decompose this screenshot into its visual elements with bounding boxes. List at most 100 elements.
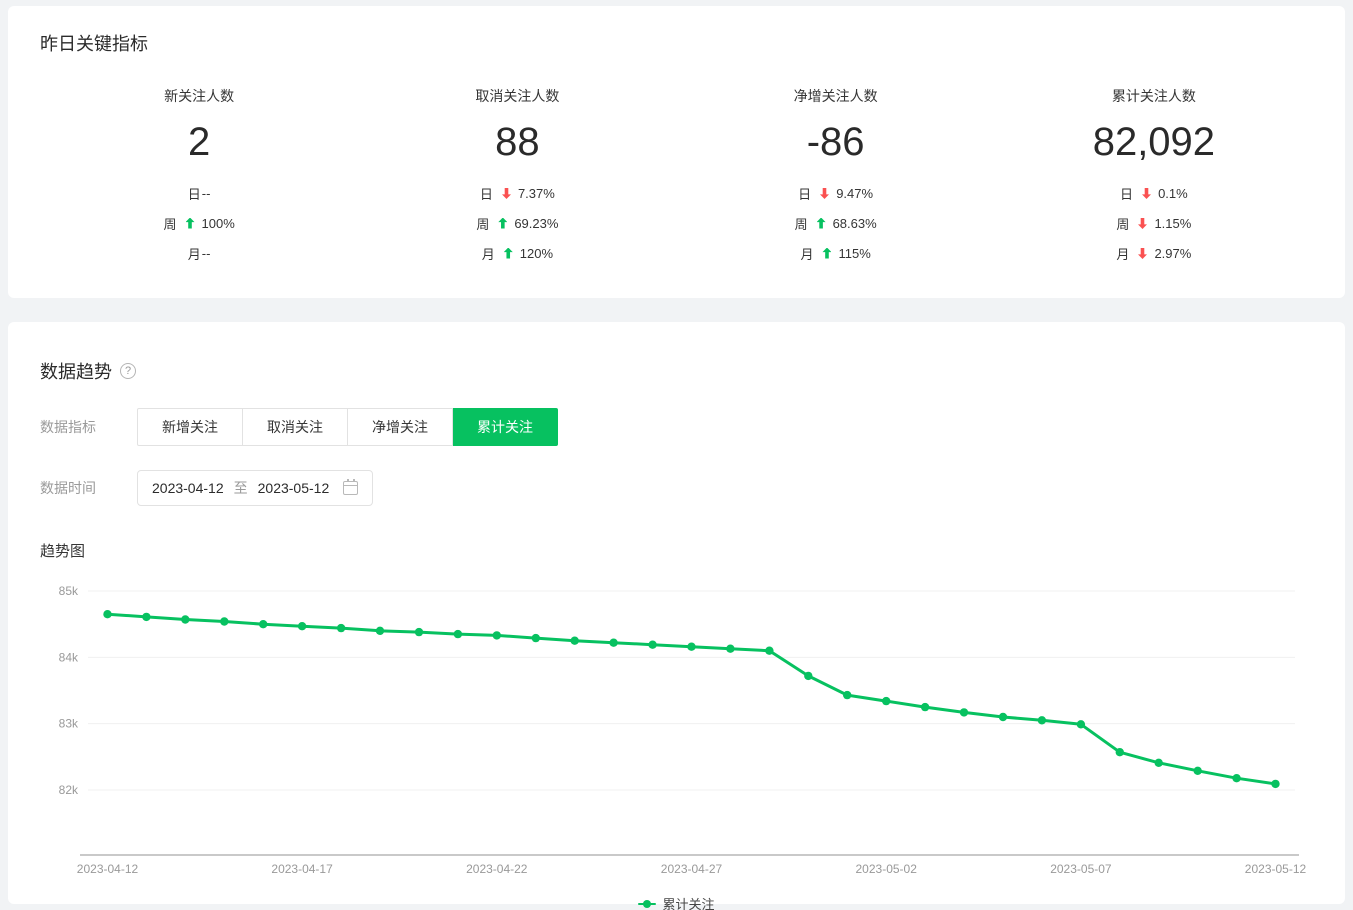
trend-period-label: 日: [798, 186, 812, 202]
data-point[interactable]: [726, 644, 735, 653]
data-point[interactable]: [103, 610, 112, 619]
arrow-up-icon: [503, 247, 513, 259]
data-point[interactable]: [336, 623, 346, 633]
chart-legend: 累计关注: [40, 894, 1313, 910]
trend-period-label: 周: [1116, 216, 1130, 232]
data-point[interactable]: [1115, 748, 1125, 757]
data-point[interactable]: [375, 626, 385, 635]
metric-tab[interactable]: 净增关注: [348, 408, 453, 446]
data-point[interactable]: [1037, 716, 1047, 725]
metric-tab[interactable]: 累计关注: [453, 408, 558, 446]
metric-card: 取消关注人数 88 日 7.37% 周 69.23% 月 120%: [358, 86, 676, 268]
trend-period-label: 月: [800, 246, 814, 262]
data-point[interactable]: [297, 622, 307, 631]
data-point[interactable]: [453, 629, 463, 639]
data-point[interactable]: [1154, 758, 1163, 767]
metric-card-value: -86: [806, 120, 865, 164]
arrow-up-icon: [822, 247, 832, 259]
arrow-up-icon: [498, 217, 508, 229]
metric-trend-row: 周 68.63%: [677, 208, 995, 238]
data-point[interactable]: [531, 633, 540, 643]
metric-tab[interactable]: 取消关注: [243, 408, 348, 446]
y-axis-tick-label: 82k: [59, 783, 79, 797]
metric-selector-row: 数据指标 新增关注 取消关注 净增关注 累计关注: [40, 408, 1313, 446]
arrow-down-icon: [1142, 188, 1151, 199]
trend-period-label: 月: [481, 246, 495, 262]
data-point[interactable]: [142, 612, 151, 622]
trend-percent-value: 68.63%: [832, 215, 877, 231]
trend-chart-title: 趋势图: [40, 543, 86, 560]
trend-percent-value: 0.1%: [1158, 185, 1188, 201]
metric-card-value: 82,092: [1092, 120, 1216, 164]
data-point[interactable]: [570, 636, 579, 645]
metric-card-value: 2: [188, 120, 211, 164]
data-point[interactable]: [920, 702, 930, 712]
data-point[interactable]: [687, 642, 696, 651]
metric-trend-row: 月 2.97%: [995, 238, 1313, 268]
metric-card-value: 88: [495, 120, 540, 164]
data-point[interactable]: [1076, 720, 1086, 729]
trend-period-label: 周: [476, 216, 490, 232]
data-point[interactable]: [882, 696, 891, 706]
arrow-down-icon: [820, 188, 829, 199]
data-point[interactable]: [998, 712, 1008, 722]
calendar-icon[interactable]: [343, 479, 359, 495]
data-point[interactable]: [181, 615, 190, 624]
metric-trend-row: 日 9.47%: [677, 178, 995, 208]
data-point[interactable]: [648, 640, 657, 649]
arrow-up-icon: [185, 217, 195, 229]
trend-period-label: 日: [479, 186, 493, 202]
data-point[interactable]: [843, 690, 852, 700]
data-point[interactable]: [220, 617, 229, 626]
metric-trend-row: 月 --: [40, 238, 358, 268]
trend-percent-value: 115%: [838, 245, 871, 261]
date-range-picker[interactable]: 2023-04-12 至 2023-05-12: [137, 470, 374, 506]
metric-card-label: 累计关注人数: [1111, 88, 1196, 104]
metric-tab[interactable]: 新增关注: [137, 408, 243, 446]
trend-line-chart-svg[interactable]: 85k 84k 83k 82k 2023-04-12 2023-04-17 2023-04-…: [40, 573, 1313, 881]
trend-period-label: 月: [1116, 246, 1130, 262]
metric-trend-row: 日 0.1%: [995, 178, 1313, 208]
trend-period-label: 周: [794, 216, 808, 232]
metric-card-trend-rows: 日 0.1% 周 1.15% 月 2.97%: [995, 178, 1313, 268]
data-point[interactable]: [492, 631, 501, 640]
metric-card-label: 取消关注人数: [475, 88, 560, 104]
data-trend-title: 数据趋势 ?: [40, 358, 1313, 384]
data-trend-panel: 数据趋势 ? 数据指标 新增关注 取消关注 净增关注 累计关注 数据时间 2023-0…: [8, 322, 1345, 910]
arrow-down-icon: [1138, 248, 1147, 259]
date-start[interactable]: 2023-04-12: [152, 480, 224, 496]
data-point[interactable]: [1232, 774, 1241, 783]
trend-chart[interactable]: 85k 84k 83k 82k 2023-04-12 2023-04-17 2023-04-…: [40, 573, 1313, 886]
metric-trend-row: 月 115%: [677, 238, 995, 268]
date-end[interactable]: 2023-05-12: [257, 480, 330, 496]
data-point[interactable]: [804, 671, 813, 681]
data-point[interactable]: [959, 708, 969, 717]
date-range-row: 数据时间 2023-04-12 至 2023-05-12: [40, 470, 1313, 506]
trend-percent-value: 1.15%: [1154, 215, 1192, 231]
legend-item[interactable]: 累计关注: [638, 894, 715, 910]
trend-percent-value: --: [201, 185, 211, 201]
data-point[interactable]: [259, 620, 268, 629]
x-axis-tick-label: 2023-05-07: [1050, 862, 1112, 876]
data-point[interactable]: [765, 646, 774, 655]
trend-period-label: 周: [163, 216, 177, 232]
metric-card: 新关注人数 2 日 -- 周 100% 月 --: [40, 86, 358, 268]
trend-period-label: 月: [187, 246, 201, 262]
metric-card-label: 新关注人数: [164, 88, 235, 104]
trend-percent-value: 9.47%: [836, 185, 874, 201]
x-axis-tick-label: 2023-05-02: [856, 862, 918, 876]
x-axis-tick-label: 2023-04-27: [661, 862, 723, 876]
data-point[interactable]: [609, 638, 618, 647]
help-icon[interactable]: ?: [120, 363, 136, 379]
arrow-up-icon: [816, 217, 826, 229]
trend-percent-value: --: [201, 245, 211, 261]
metric-card-trend-rows: 日 9.47% 周 68.63% 月 115%: [677, 178, 995, 268]
data-point[interactable]: [1271, 779, 1280, 789]
metric-card-label: 净增关注人数: [793, 88, 878, 104]
legend-line-dot-icon: [638, 899, 657, 908]
metric-trend-row: 月 120%: [358, 238, 676, 268]
data-point[interactable]: [414, 627, 424, 637]
metric-cards: 新关注人数 2 日 -- 周 100% 月 -- 取消关注人数 88 日 7.37% 周 69.23% 月 1…: [40, 86, 1313, 268]
data-point[interactable]: [1193, 766, 1202, 775]
metric-trend-row: 周 69.23%: [358, 208, 676, 238]
